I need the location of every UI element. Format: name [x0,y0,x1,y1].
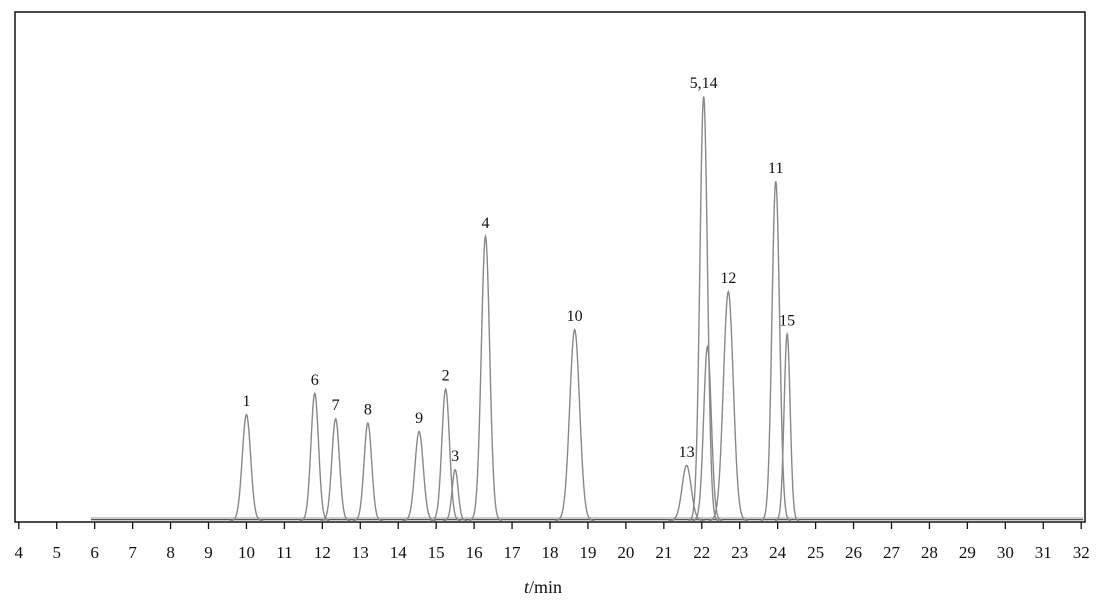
peak-trace [692,344,723,522]
peak-trace [708,289,749,522]
peak-label: 7 [332,397,340,414]
peak-trace [668,464,705,522]
chromatogram-traces [229,96,800,522]
peak-label: 10 [567,308,583,325]
x-tick-label: 25 [807,543,824,562]
peak-labels: 1 67 8 9 2 3 4 10 13 5,14 12 11 15 [242,75,795,465]
x-tick-label: 20 [617,543,634,562]
x-tick-label: 31 [1035,543,1052,562]
x-tick-label: 29 [959,543,976,562]
x-tick-label: 7 [128,543,137,562]
x-tick-label: 22 [693,543,710,562]
x-tick-label: 30 [997,543,1014,562]
peak-trace [352,421,384,522]
x-tick-label: 13 [352,543,369,562]
x-tick-label: 23 [731,543,748,562]
x-tick-label: 28 [921,543,938,562]
peak-label: 13 [679,444,695,461]
peak-label: 4 [481,215,489,232]
x-axis-title-rest: /min [529,577,562,597]
x-tick-label: 19 [579,543,596,562]
peak-label: 3 [451,448,459,465]
peak-trace [554,328,595,522]
peak-label: 5,14 [690,75,718,92]
x-tick-label: 18 [542,543,559,562]
x-axis-title-italic: t [524,577,530,597]
x-tick-label: 32 [1073,543,1090,562]
x-tick-label: 12 [314,543,331,562]
peak-label: 12 [720,270,736,287]
baseline-group [90,517,1083,522]
peak-trace [468,233,503,522]
x-tick-label: 9 [204,543,213,562]
peak-label: 15 [779,312,795,329]
x-tick-label: 26 [845,543,862,562]
x-axis-title: t/min [524,577,562,597]
x-tick-label: 8 [166,543,175,562]
x-axis-ticks: 4 5 6 7 8 9 10 11 12 13 14 15 16 17 18 19 20 21 22 23 24 25 26… [15,522,1090,562]
x-tick-label: 17 [504,543,522,562]
peak-trace [299,391,330,522]
peak-trace [760,181,792,522]
x-tick-label: 6 [90,543,99,562]
x-tick-label: 10 [238,543,255,562]
peak-trace [430,387,461,522]
x-tick-label: 11 [276,543,292,562]
peak-trace [774,331,800,522]
peak-trace [688,96,719,522]
x-tick-label: 14 [390,543,408,562]
x-tick-label: 27 [883,543,901,562]
peak-label: 11 [768,160,783,177]
x-tick-label: 21 [655,543,672,562]
peak-trace [442,468,468,522]
peak-trace [229,413,264,522]
peak-label: 8 [364,401,372,418]
x-tick-label: 15 [428,543,445,562]
peak-label: 6 [311,372,319,389]
plot-frame [14,11,1086,523]
x-tick-label: 4 [15,543,24,562]
peak-trace [320,417,351,522]
peak-label: 9 [415,410,423,427]
x-tick-label: 16 [466,543,483,562]
x-tick-label: 24 [769,543,787,562]
x-tick-label: 5 [52,543,61,562]
peak-label: 2 [442,368,450,385]
peak-label: 1 [242,393,250,410]
peak-trace [402,430,436,522]
